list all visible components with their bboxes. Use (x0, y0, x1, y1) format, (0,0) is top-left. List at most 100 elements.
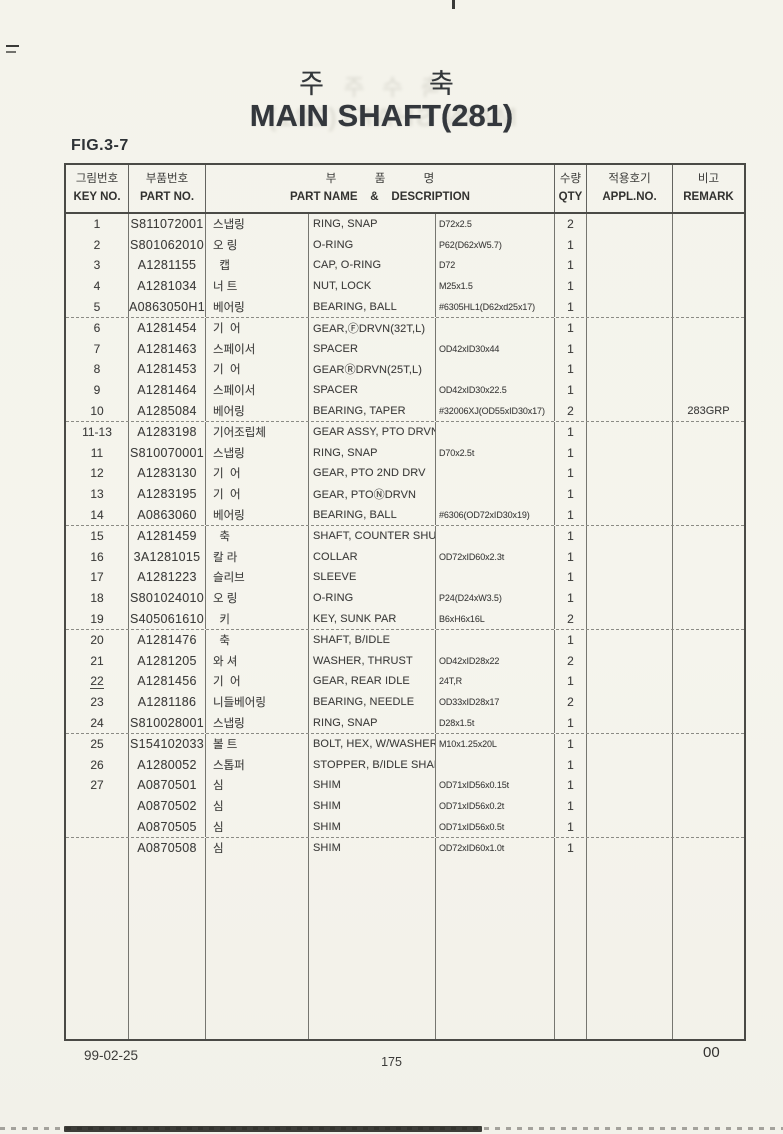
cell-part-no: A1281476 (129, 629, 206, 651)
cell-part-no: A1281463 (129, 338, 206, 360)
cell-qty: 1 (555, 296, 587, 317)
table-row: 7 A1281463 스페이서 SPACER OD42xID30x44 1 (66, 338, 744, 360)
cell-appl-no (587, 504, 673, 525)
table-row: 27 A0870501 심 SHIM OD71xID56x0.15t 1 (66, 775, 744, 796)
cell-spec: #32006XJ(OD55xID30x17) (436, 400, 555, 421)
cell-remark (673, 318, 744, 339)
cell-spec: OD33xID28x17 (436, 691, 555, 713)
cell-remark (673, 712, 744, 733)
cell-qty: 1 (555, 338, 587, 360)
cell-name-korean: 키 (206, 608, 309, 629)
cell-appl-no (587, 338, 673, 360)
cell-spec (436, 567, 555, 588)
cell-part-no: A1281223 (129, 567, 206, 588)
cell-qty: 1 (555, 546, 587, 568)
cell-remark (673, 838, 744, 859)
cell-key-no: 27 (66, 775, 129, 796)
header-key-no-korean: 그림번호 (75, 173, 119, 186)
table-row: 3 A1281155 캡 CAP, O-RING D72 1 (66, 255, 744, 276)
cell-name-english: SPACER (309, 338, 436, 360)
cell-name-english: GEAR, REAR IDLE (309, 671, 436, 692)
cell-name-korean: 볼 트 (206, 733, 309, 755)
cell-spec (436, 754, 555, 776)
cell-appl-no (587, 379, 673, 401)
cell-spec: OD72xID60x2.3t (436, 546, 555, 568)
cell-qty: 1 (555, 275, 587, 297)
scan-mark (452, 0, 455, 9)
cell-part-no: A1280052 (129, 754, 206, 776)
table-row: 21 A1281205 와 셔 WASHER, THRUST OD42xID28… (66, 650, 744, 672)
table-row: A0870502 심 SHIM OD71xID56x0.2t 1 (66, 795, 744, 817)
cell-name-english: GEAR, PTO 2ND DRV (309, 463, 436, 484)
header-part-name: 부 품 명 PART NAME & DESCRIPTION (206, 165, 555, 212)
table-row: 9 A1281464 스페이서 SPACER OD42xID30x22.5 1 (66, 379, 744, 401)
cell-name-english: SHAFT, COUNTER SHU. (309, 525, 436, 547)
cell-key-no: 17 (66, 567, 129, 588)
cell-spec: P62(D62xW5.7) (436, 234, 555, 256)
header-remark-korean: 비고 (697, 173, 720, 186)
cell-name-english: STOPPER, B/IDLE SHAFT (309, 754, 436, 776)
table-row (66, 858, 744, 1039)
cell-name-korean: 베어링 (206, 504, 309, 525)
cell-name-english: WASHER, THRUST (309, 650, 436, 672)
cell-key-no: 11 (66, 442, 129, 464)
cell-name-korean: 오 링 (206, 234, 309, 256)
cell-remark (673, 422, 744, 443)
cell-name-korean: 기 어 (206, 483, 309, 505)
cell-spec (436, 483, 555, 505)
cell-name-korean: 스냅링 (206, 214, 309, 235)
table-row: 23 A1281186 니들베어링 BEARING, NEEDLE OD33xI… (66, 691, 744, 713)
table-row: 14 A0863060 베어링 BEARING, BALL #6306(OD72… (66, 504, 744, 526)
cell-key-no (66, 837, 129, 859)
cell-name-english: GEARⓇDRVN(25T,L) (309, 359, 436, 380)
cell-name-english: SPACER (309, 379, 436, 401)
cell-remark (673, 796, 744, 817)
cell-part-no: S810070001 (129, 442, 206, 464)
cell-qty: 1 (555, 317, 587, 339)
cell-appl-no (587, 483, 673, 505)
cell-qty: 1 (555, 234, 587, 256)
cell-remark (673, 255, 744, 276)
cell-name-korean: 심 (206, 795, 309, 817)
cell-remark (673, 588, 744, 609)
cell-remark (673, 443, 744, 464)
table-header-row: 그림번호 KEY NO. 부품번호 PART NO. 부 품 명 PART NA… (66, 165, 744, 214)
header-appl-no-korean: 적용호기 (608, 173, 651, 186)
cell-appl-no (587, 608, 673, 629)
cell-qty: 2 (555, 650, 587, 672)
cell-name-english: SHIM (309, 775, 436, 796)
cell-name-korean: 스톱퍼 (206, 754, 309, 776)
cell-spec (436, 858, 555, 1039)
cell-remark (673, 671, 744, 692)
cell-part-no: S801024010 (129, 587, 206, 609)
figure-label: FIG.3-7 (71, 137, 129, 154)
cell-name-english: BEARING, BALL (309, 504, 436, 525)
cell-spec: OD42xID30x44 (436, 338, 555, 360)
cell-qty (555, 858, 587, 1039)
table-row: 18 S801024010 오 링 O-RING P24(D24xW3.5) 1 (66, 587, 744, 609)
header-remark-label: REMARK (683, 190, 734, 203)
cell-qty: 1 (555, 754, 587, 776)
table-row: 19 S405061610 키 KEY, SUNK PAR B6xH6x16L … (66, 608, 744, 630)
cell-spec: D28x1.5t (436, 712, 555, 733)
cell-name-english: O-RING (309, 234, 436, 256)
cell-spec (436, 463, 555, 484)
cell-name-english: BEARING, NEEDLE (309, 691, 436, 713)
cell-appl-no (587, 296, 673, 317)
cell-name-korean: 와 셔 (206, 650, 309, 672)
cell-appl-no (587, 255, 673, 276)
header-part-name-korean: 부 품 명 (325, 173, 435, 186)
cell-remark: 283GRP (687, 404, 730, 417)
cell-key-no: 7 (66, 338, 129, 360)
cell-appl-no (587, 795, 673, 817)
cell-key-no: 21 (66, 650, 129, 672)
footer-date: 99-02-25 (84, 1048, 139, 1063)
cell-remark (673, 463, 744, 484)
header-key-no: 그림번호 KEY NO. (66, 165, 129, 212)
cell-name-english: SHIM (309, 816, 436, 837)
table-row: 12 A1283130 기 어 GEAR, PTO 2ND DRV 1 (66, 463, 744, 484)
cell-qty: 1 (555, 629, 587, 651)
cell-appl-no (587, 754, 673, 776)
cell-key-no (66, 816, 129, 837)
